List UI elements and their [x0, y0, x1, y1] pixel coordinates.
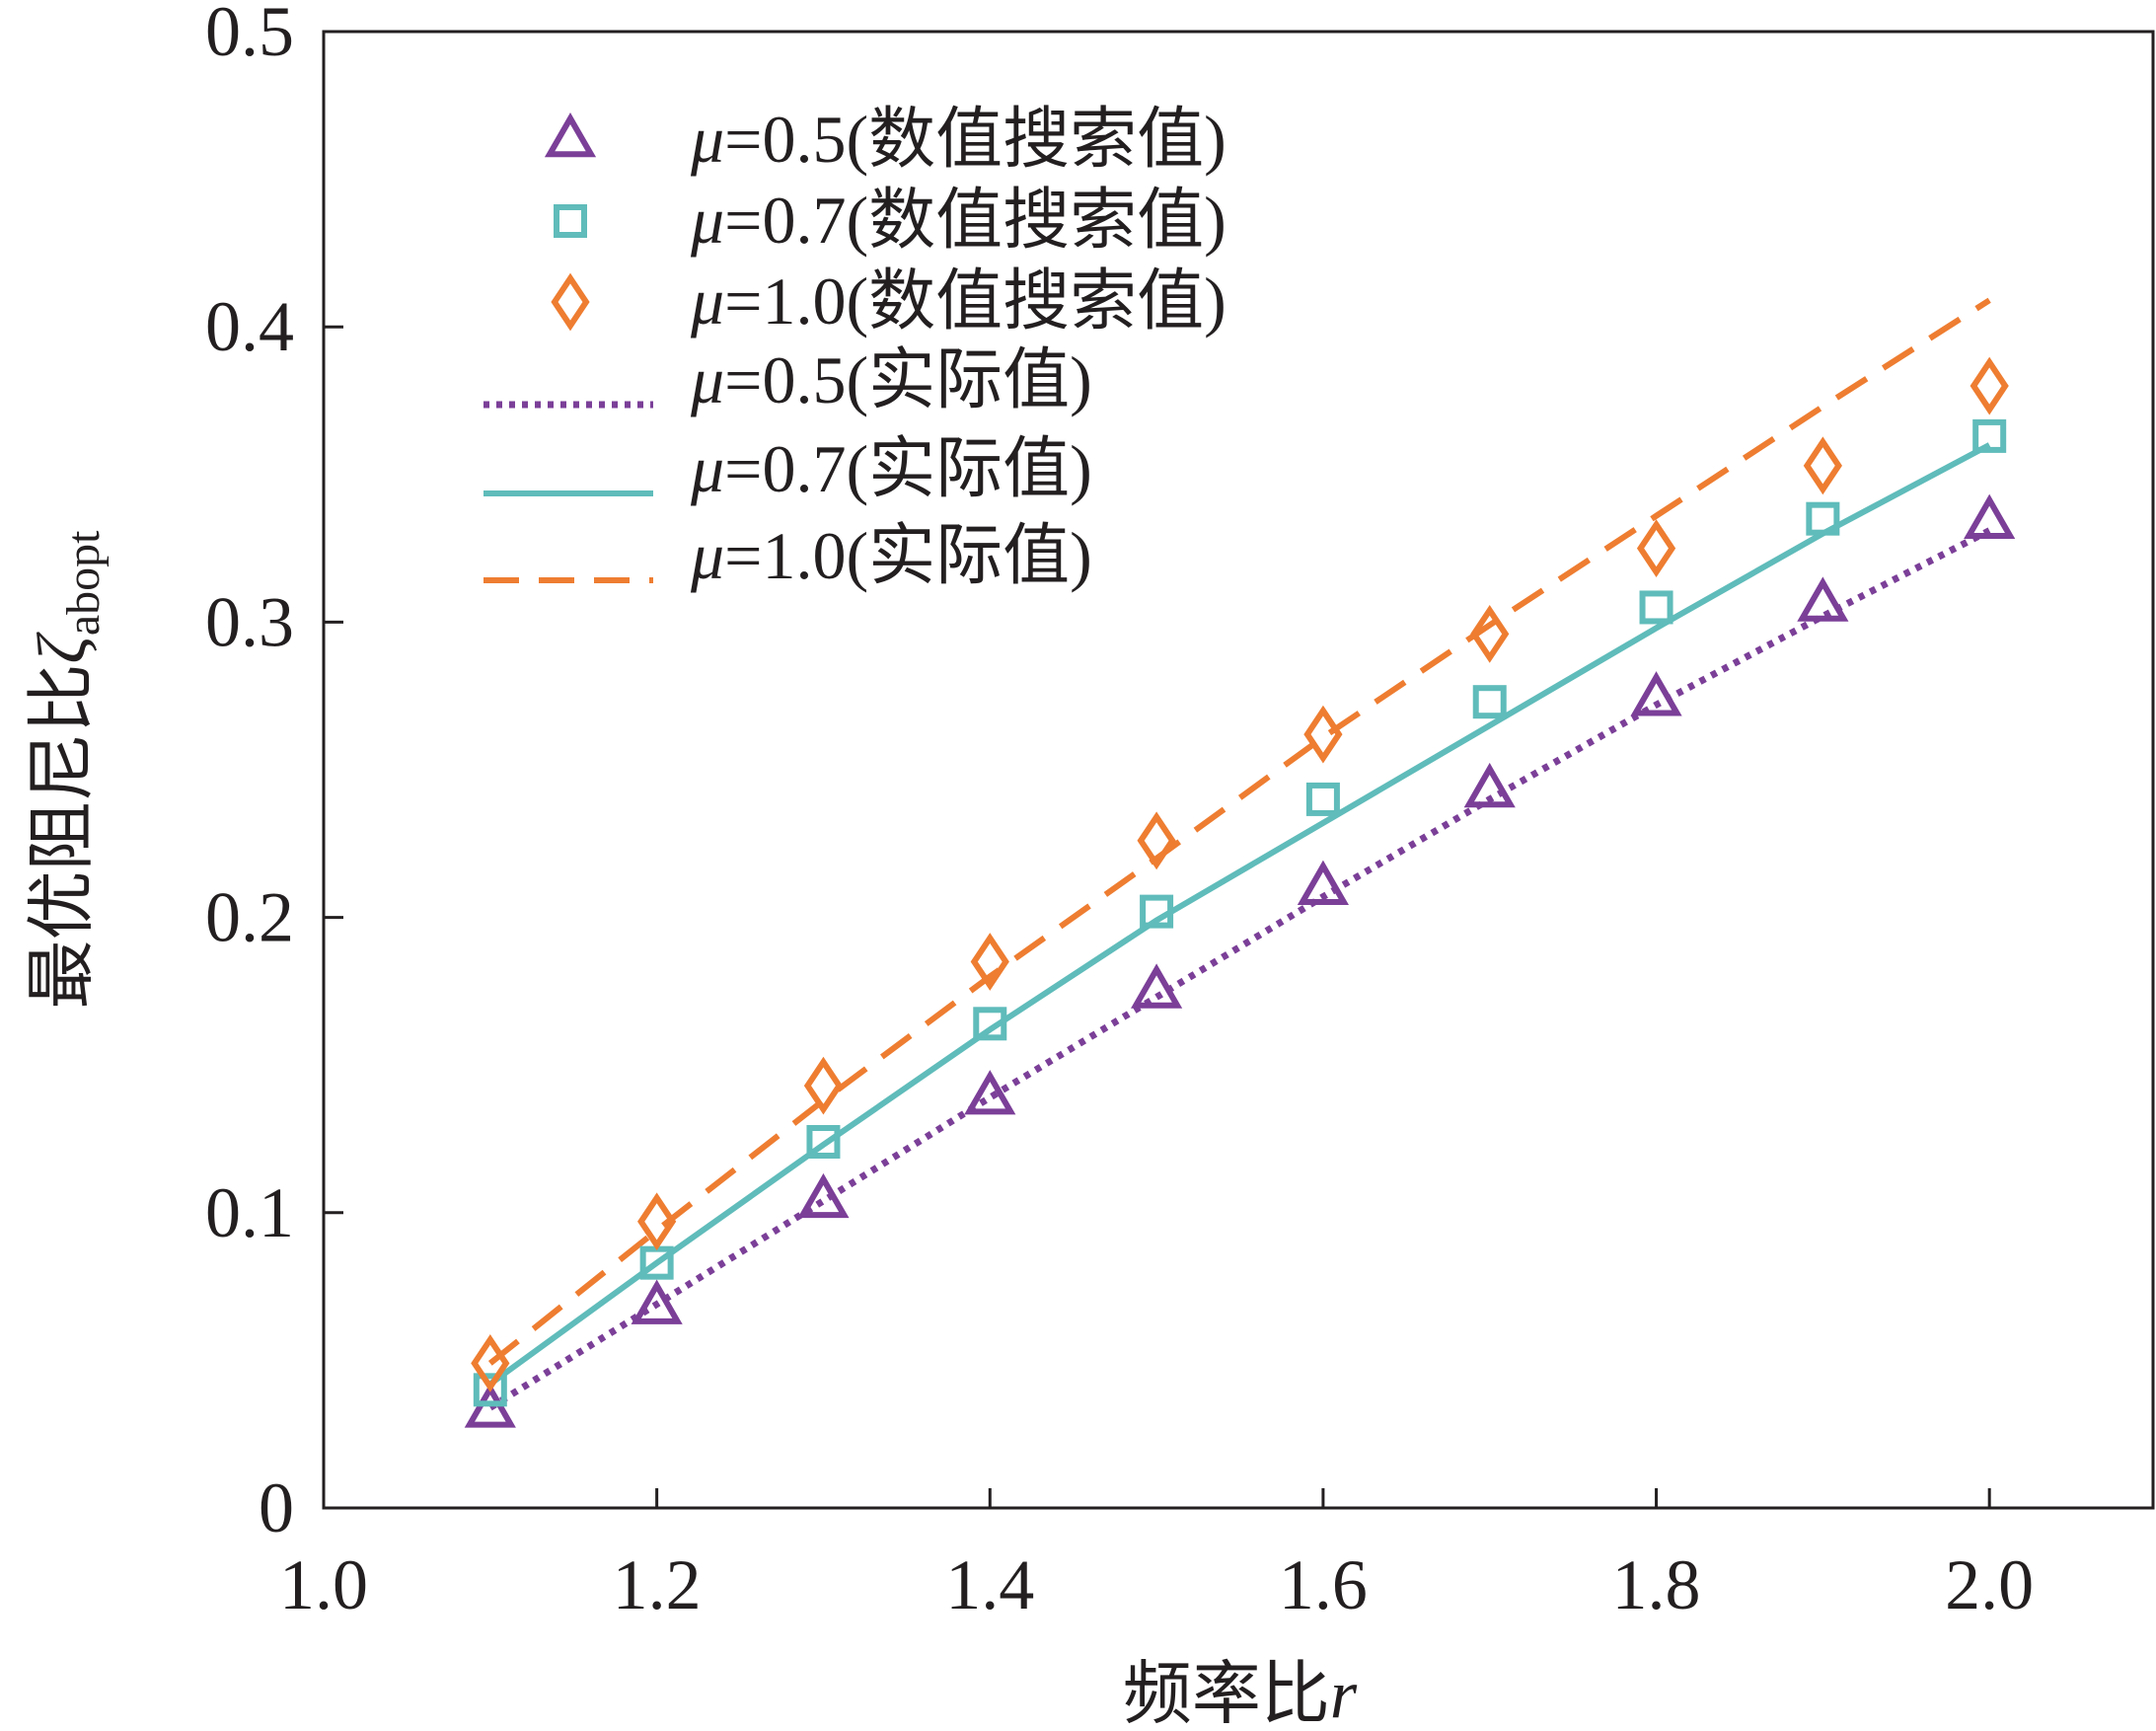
legend-marker-triangle [544, 112, 597, 158]
legend-item: μ=0.7(实际值) [483, 431, 1092, 506]
data-point-triangle [1131, 963, 1183, 1009]
legend-label: μ=1.0(数值搜索值) [690, 263, 1227, 339]
legend-label-mu: μ [690, 518, 724, 593]
data-point-square [1140, 894, 1174, 929]
data-point-diamond [970, 933, 1009, 991]
x-axis-title-var: r [1330, 1657, 1358, 1731]
data-point-diamond [1970, 356, 2009, 415]
legend-label: μ=0.5(实际值) [690, 342, 1092, 417]
series-line-dotted [487, 527, 1991, 1411]
legend-label: μ=0.5(数值搜索值) [690, 102, 1227, 177]
data-point-triangle [797, 1172, 850, 1219]
legend-marker-diamond [551, 272, 590, 332]
data-point-diamond [1470, 604, 1510, 663]
legend-label-mu: μ [690, 102, 724, 177]
x-axis-title: 频率比r [1123, 1657, 1358, 1731]
legend-label-rest: =1.0(数值搜索值) [724, 263, 1227, 339]
data-point-triangle [464, 1383, 516, 1428]
data-point-diamond [637, 1192, 677, 1251]
data-point-square [1305, 782, 1340, 816]
legend: μ=0.5(数值搜索值)μ=0.7(数值搜索值)μ=1.0(数值搜索值)μ=0.… [483, 102, 1227, 593]
legend-label: μ=0.7(实际值) [690, 431, 1092, 506]
data-point-triangle [1797, 576, 1849, 622]
y-tick-label-0-3: 0.3 [205, 582, 294, 661]
legend-item: μ=1.0(数值搜索值) [551, 263, 1227, 339]
data-point-triangle [1463, 762, 1516, 808]
plot-lines [487, 297, 1991, 1411]
data-point-square [473, 1373, 507, 1407]
legend-label: μ=0.7(数值搜索值) [690, 183, 1227, 258]
legend-label-mu: μ [690, 183, 724, 258]
data-point-diamond [1636, 519, 1676, 578]
data-point-square [973, 1007, 1007, 1041]
legend-label: μ=1.0(实际值) [690, 518, 1092, 593]
data-point-triangle [1964, 493, 2016, 539]
data-point-diamond [1137, 811, 1176, 870]
data-point-diamond [1303, 705, 1343, 764]
x-axis-title-text: 频率比 [1123, 1657, 1330, 1731]
y-axis-title-text: 最优阻尼比 [25, 663, 101, 1009]
y-tick-label-0-1: 0.1 [205, 1173, 294, 1252]
legend-label-rest: =1.0(实际值) [724, 518, 1092, 593]
legend-marker-square [554, 204, 587, 238]
y-axis-title-sub: abopt [57, 530, 110, 636]
y-tick-label-0-4: 0.4 [205, 287, 294, 366]
x-tick-label-1-2: 1.2 [613, 1545, 702, 1624]
legend-label-mu: μ [690, 263, 724, 339]
plot-markers [464, 356, 2016, 1428]
data-point-triangle [1297, 860, 1349, 905]
y-axis: 0 0.1 0.2 0.3 0.4 0.5 [205, 0, 343, 1547]
legend-label-rest: =0.5(数值搜索值) [724, 102, 1227, 177]
data-point-square [806, 1124, 841, 1159]
y-tick-label-0-5: 0.5 [205, 0, 294, 71]
y-axis-title: 最优阻尼比ζabopt [25, 530, 110, 1010]
x-tick-label-1-6: 1.6 [1279, 1545, 1368, 1624]
y-tick-label-0-2: 0.2 [205, 878, 294, 957]
x-tick-label-2-0: 2.0 [1945, 1545, 2034, 1624]
legend-label-rest: =0.5(实际值) [724, 342, 1092, 417]
data-point-triangle [631, 1279, 683, 1324]
series-line-solid [488, 442, 1991, 1387]
data-point-square [1972, 418, 2007, 453]
data-point-square [1472, 685, 1507, 719]
legend-item: μ=0.5(实际值) [483, 342, 1092, 417]
legend-item: μ=0.7(数值搜索值) [554, 183, 1227, 258]
x-tick-label-1-0: 1.0 [279, 1545, 368, 1624]
x-tick-label-1-4: 1.4 [945, 1545, 1034, 1624]
legend-label-rest: =0.7(实际值) [724, 431, 1092, 506]
legend-item: μ=1.0(实际值) [483, 518, 1092, 593]
data-point-diamond [1803, 436, 1842, 495]
data-point-diamond [803, 1056, 844, 1115]
data-point-triangle [964, 1070, 1016, 1115]
y-tick-label-0: 0 [259, 1468, 294, 1547]
data-point-triangle [1630, 671, 1682, 716]
legend-label-mu: μ [690, 431, 724, 506]
y-axis-title-var: ζ [25, 631, 101, 663]
legend-item: μ=0.5(数值搜索值) [544, 102, 1227, 177]
x-axis: 1.0 1.2 1.4 1.6 1.8 2.0 [279, 1488, 2034, 1624]
x-tick-label-1-8: 1.8 [1612, 1545, 1701, 1624]
data-point-square [1639, 590, 1673, 625]
legend-label-rest: =0.7(数值搜索值) [724, 183, 1227, 258]
legend-label-mu: μ [690, 342, 724, 417]
plot-frame [322, 30, 2155, 1510]
data-point-square [1806, 501, 1840, 536]
data-point-diamond [471, 1333, 510, 1392]
